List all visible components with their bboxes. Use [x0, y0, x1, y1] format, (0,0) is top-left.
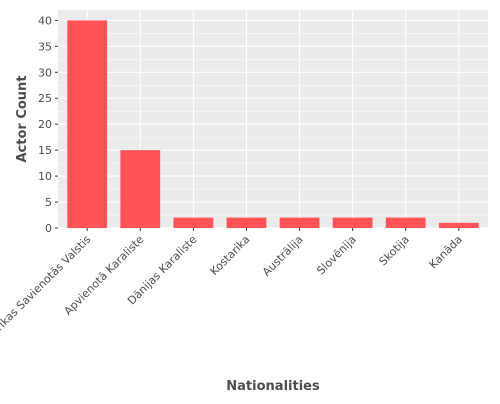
y-tick-label: 25 — [38, 92, 52, 105]
x-tick-label: Kanāda — [427, 233, 465, 271]
x-tick-label: Skotija — [377, 233, 412, 268]
y-tick-label: 35 — [38, 40, 52, 53]
y-tick-label: 10 — [38, 170, 52, 183]
bar — [173, 217, 214, 228]
y-tick-label: 0 — [45, 222, 52, 235]
x-tick-label: Slovēnija — [314, 233, 358, 277]
bar — [279, 217, 320, 228]
y-axis-ticks: 0 5 10 15 20 25 30 35 40 — [38, 14, 58, 235]
bars — [67, 20, 479, 229]
y-tick-label: 20 — [38, 118, 52, 131]
bar — [226, 217, 267, 228]
bar — [332, 217, 373, 228]
x-tick-label: Austrālija — [260, 233, 306, 279]
y-tick-label: 40 — [38, 14, 52, 27]
y-axis-title: Actor Count — [15, 75, 30, 162]
y-tick-label: 15 — [38, 144, 52, 157]
y-tick-label: 5 — [45, 196, 52, 209]
x-tick-label: Kostarika — [208, 233, 253, 278]
bar — [438, 222, 479, 228]
bar — [120, 150, 161, 228]
bar — [67, 20, 108, 229]
y-tick-label: 30 — [38, 66, 52, 79]
x-axis-title: Nationalities — [226, 379, 320, 394]
bar — [385, 217, 426, 228]
